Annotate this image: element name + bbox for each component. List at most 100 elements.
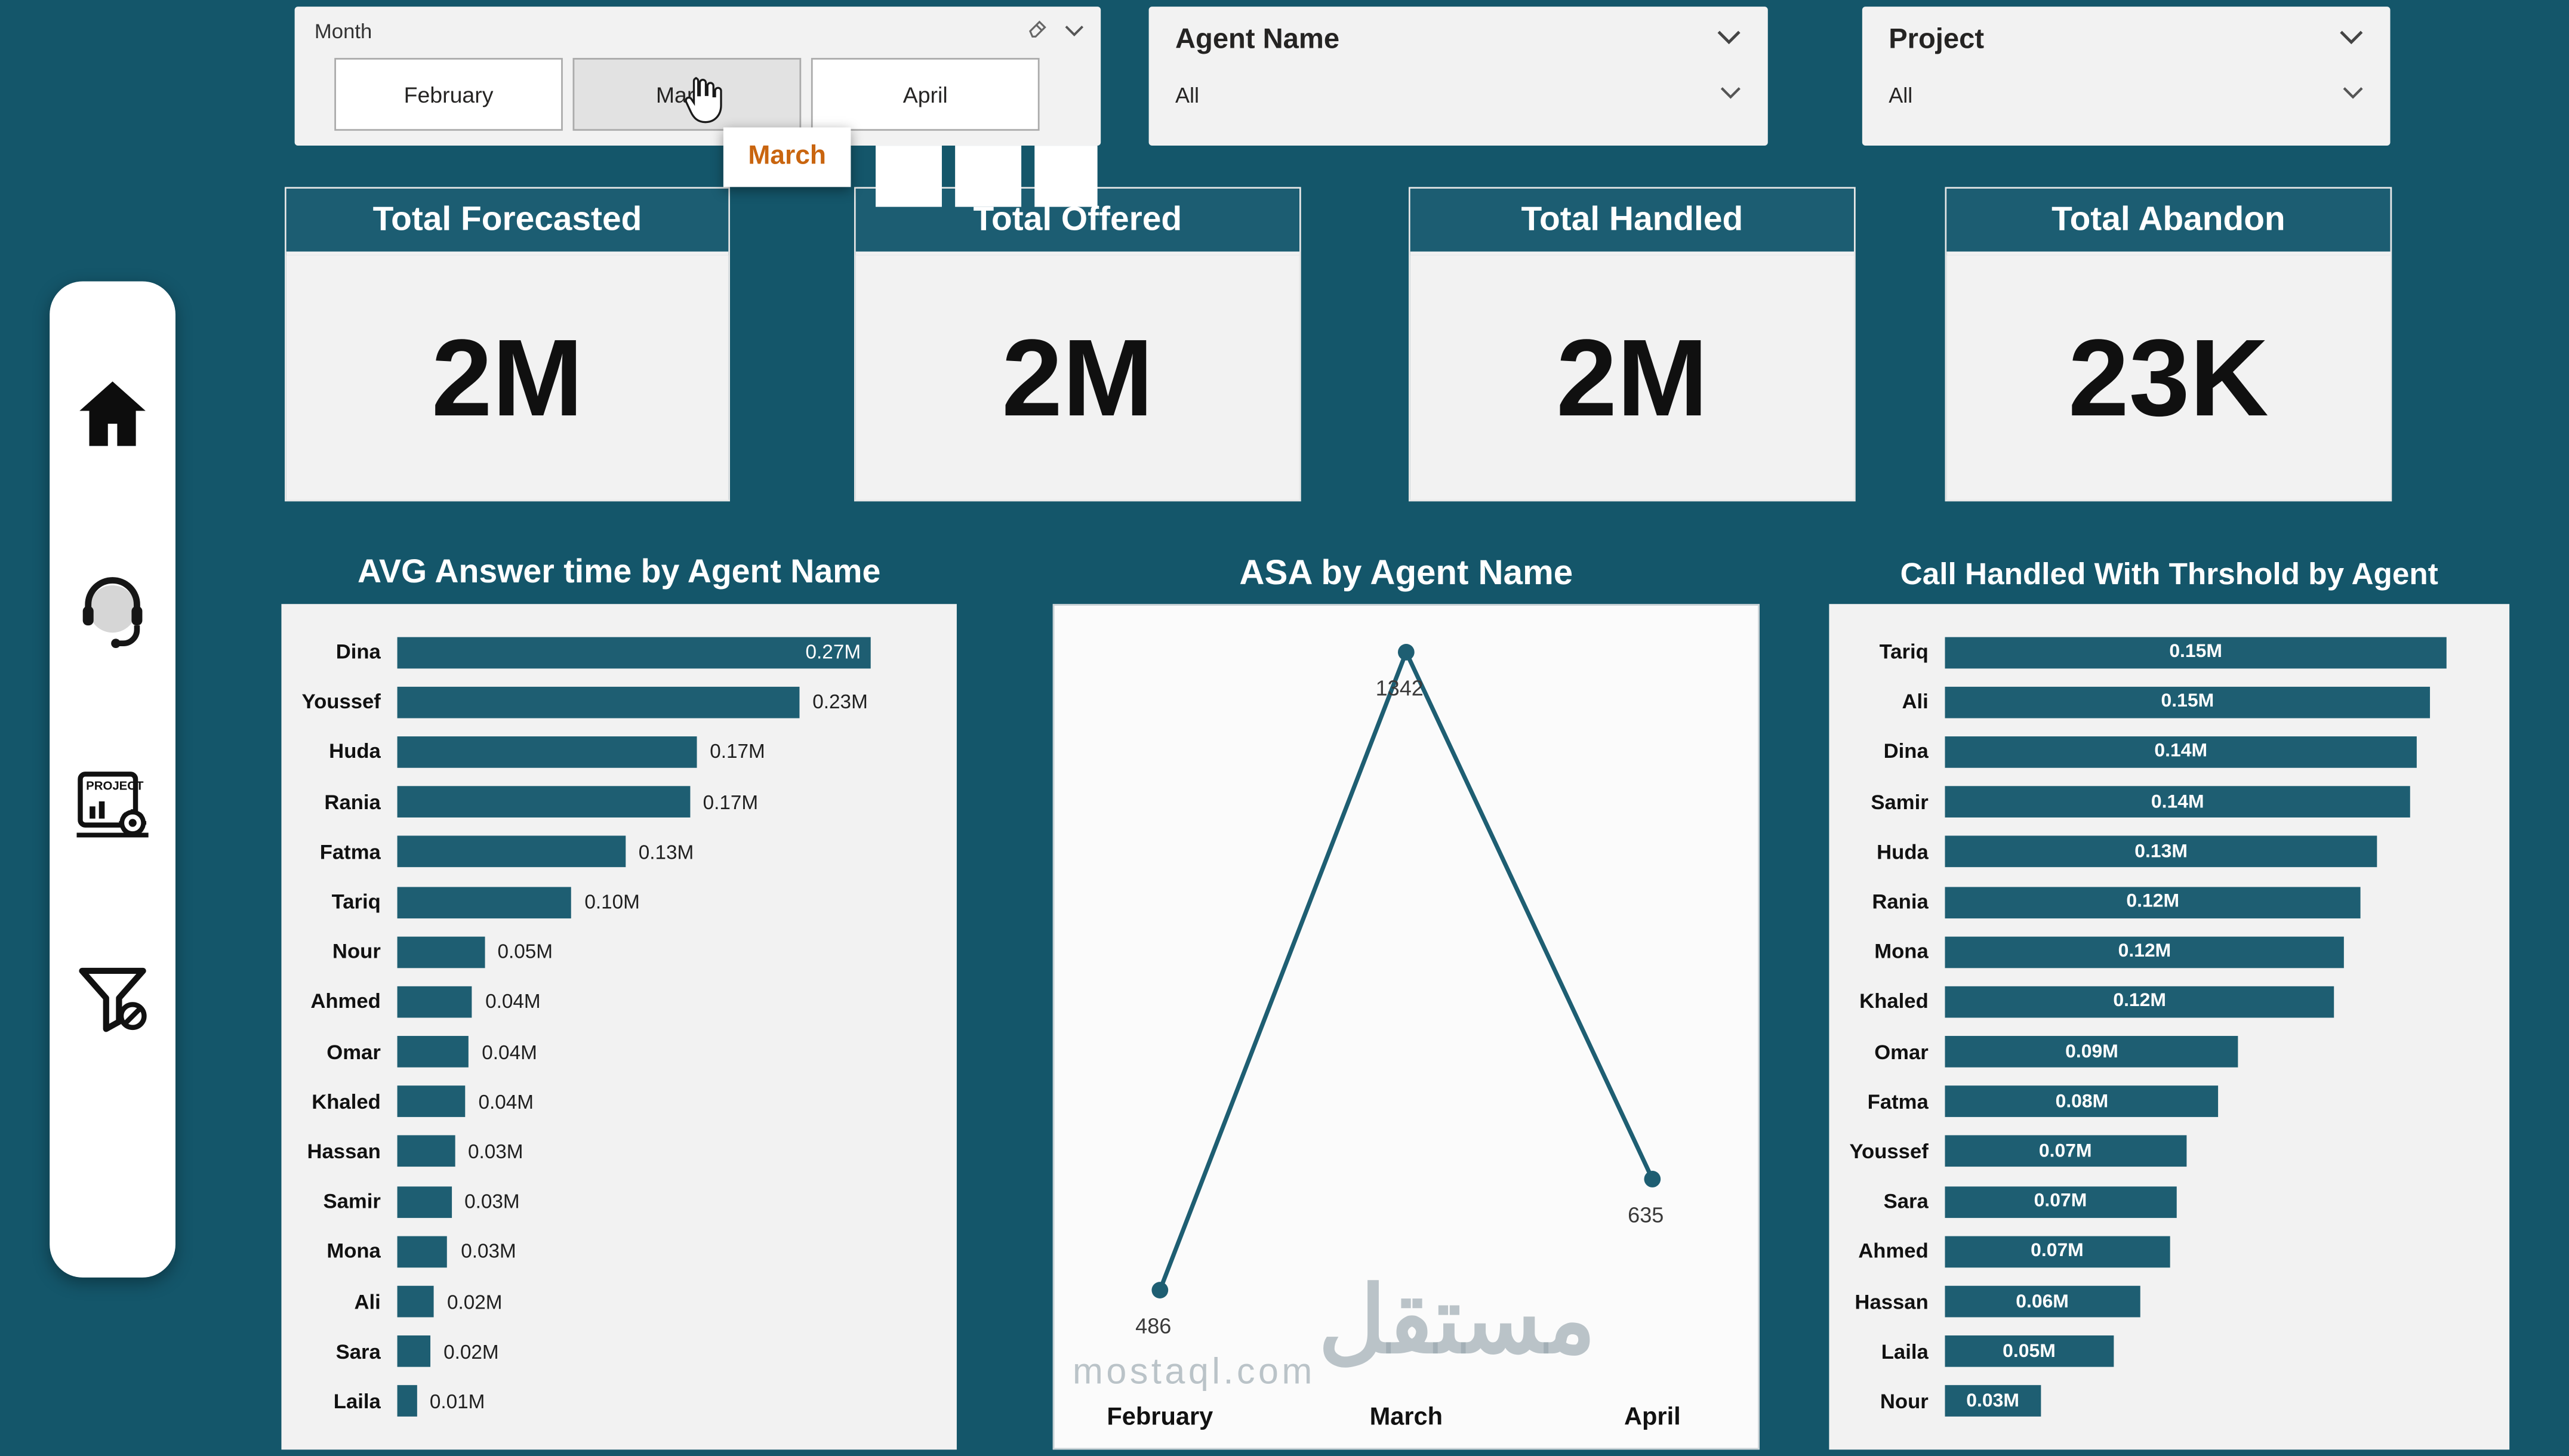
slicer-fragment-square	[1034, 146, 1098, 207]
category-label: Ali	[354, 1290, 381, 1313]
chart-title: AVG Answer time by Agent Name	[358, 554, 881, 591]
agent-name-slicer: Agent Name All	[1148, 7, 1768, 146]
bar[interactable]	[397, 686, 800, 718]
project-icon[interactable]: PROJECT	[66, 758, 159, 850]
bar[interactable]: 0.07M	[1945, 1236, 2170, 1267]
bar[interactable]: 0.13M	[1945, 836, 2377, 868]
chevron-down-icon[interactable]	[2339, 25, 2364, 55]
category-label: Sara	[335, 1340, 381, 1364]
value-label: 0.02M	[443, 1340, 499, 1364]
bar-track: 0.27M	[397, 636, 871, 668]
value-label: 0.04M	[478, 1090, 534, 1113]
data-point[interactable]	[1151, 1282, 1169, 1298]
category-label: Tariq	[331, 890, 381, 914]
bar[interactable]: 0.12M	[1945, 986, 2334, 1018]
value-label: 0.15M	[2169, 642, 2222, 662]
bar-track: 0.01M	[397, 1386, 871, 1417]
value-label: 0.02M	[446, 1290, 503, 1313]
bar[interactable]: 0.07M	[1945, 1186, 2176, 1218]
bar-track: 0.02M	[397, 1335, 871, 1368]
bar[interactable]	[397, 1036, 469, 1068]
bar-track: 0.05M	[1945, 1335, 2447, 1368]
month-button-april[interactable]: April	[811, 58, 1040, 131]
value-label: 0.09M	[2065, 1041, 2118, 1062]
bar[interactable]	[397, 986, 472, 1018]
bar[interactable]	[397, 1236, 448, 1267]
value-label: 0.23M	[812, 690, 868, 714]
bar[interactable]: 0.07M	[1945, 1136, 2186, 1168]
category-label: Laila	[333, 1390, 381, 1414]
category-label: Dina	[1883, 740, 1929, 764]
bar[interactable]	[397, 1285, 434, 1318]
avg-answer-time-chart: AVG Answer time by Agent Name Dina 0.27M Y…	[281, 543, 957, 1450]
bar[interactable]	[397, 1186, 451, 1218]
kpi-card-total-abandon: Total Abandon 23K	[1945, 187, 2392, 502]
bar[interactable]	[397, 786, 690, 818]
slicer-fragment-square	[876, 146, 942, 207]
bar-track: 0.03M	[397, 1236, 871, 1267]
bar[interactable]: 0.12M	[1945, 886, 2361, 918]
category-label: Khaled	[312, 1090, 381, 1113]
value-label: 0.13M	[638, 840, 694, 864]
bar-row: Ali 0.02M	[291, 1285, 871, 1318]
month-button-february[interactable]: February	[334, 58, 563, 131]
svg-text:PROJECT: PROJECT	[86, 780, 144, 793]
value-label: 0.07M	[2031, 1241, 2084, 1262]
bar[interactable]	[397, 1085, 466, 1118]
bar-row: Ahmed 0.07M	[1839, 1236, 2447, 1267]
home-icon[interactable]	[66, 368, 159, 460]
project-slicer-title: Project	[1889, 23, 1985, 55]
bar[interactable]	[397, 836, 626, 868]
bar[interactable]: 0.15M	[1945, 686, 2431, 718]
filter-funnel-icon[interactable]	[66, 953, 159, 1045]
agent-name-dropdown[interactable]: All	[1175, 79, 1741, 109]
value-label: 0.03M	[467, 1140, 523, 1164]
bar[interactable]: 0.05M	[1945, 1335, 2114, 1368]
bar-row: Mona 0.03M	[291, 1236, 871, 1267]
bar[interactable]: 0.06M	[1945, 1285, 2140, 1318]
bar[interactable]	[397, 1386, 417, 1417]
value-label: 0.03M	[1966, 1392, 2019, 1412]
chevron-down-icon[interactable]	[1064, 17, 1084, 47]
bar[interactable]	[397, 1335, 430, 1368]
bar-track: 0.23M	[397, 686, 871, 718]
value-label: 0.07M	[2034, 1192, 2087, 1212]
bar[interactable]: 0.15M	[1945, 636, 2447, 668]
bar-track: 0.14M	[1945, 786, 2447, 818]
bar[interactable]	[397, 736, 697, 768]
value-label: 0.17M	[703, 790, 759, 814]
bar[interactable]: 0.14M	[1945, 736, 2417, 768]
bar[interactable]: 0.12M	[1945, 936, 2345, 968]
bar[interactable]: 0.03M	[1945, 1386, 2041, 1417]
bar-track: 0.07M	[1945, 1186, 2447, 1218]
chevron-down-icon[interactable]	[1717, 25, 1742, 55]
clear-selections-eraser-icon[interactable]	[1026, 15, 1051, 48]
x-axis-label: April	[1624, 1402, 1681, 1430]
bar[interactable]: 0.09M	[1945, 1036, 2239, 1068]
data-point[interactable]	[1397, 644, 1415, 661]
value-label: 0.01M	[429, 1390, 485, 1414]
kpi-value: 2M	[855, 255, 1299, 500]
bar[interactable]	[397, 886, 572, 918]
hover-tooltip: March	[723, 127, 851, 187]
category-label: Sara	[1883, 1190, 1929, 1214]
month-button-group: February March April	[334, 58, 1101, 131]
bar-track: 0.12M	[1945, 936, 2447, 968]
month-button-march[interactable]: March	[572, 58, 802, 131]
bar[interactable]	[397, 936, 485, 968]
bar[interactable]: 0.27M	[397, 636, 871, 668]
bar[interactable]	[397, 1136, 455, 1168]
kpi-card-total-forecasted: Total Forecasted 2M	[284, 187, 730, 502]
bar-row: Ali 0.15M	[1839, 686, 2447, 718]
bar-row: Laila 0.05M	[1839, 1335, 2447, 1368]
data-label: 1342	[1376, 675, 1424, 700]
bar-row: Youssef 0.07M	[1839, 1136, 2447, 1168]
project-dropdown[interactable]: All	[1889, 79, 2364, 109]
category-label: Samir	[323, 1190, 381, 1214]
bar[interactable]: 0.14M	[1945, 786, 2410, 818]
value-label: 0.05M	[2003, 1341, 2056, 1362]
data-point[interactable]	[1644, 1171, 1661, 1187]
line-series	[1157, 646, 1655, 1291]
bar[interactable]: 0.08M	[1945, 1085, 2219, 1118]
support-headset-icon[interactable]	[66, 563, 159, 655]
